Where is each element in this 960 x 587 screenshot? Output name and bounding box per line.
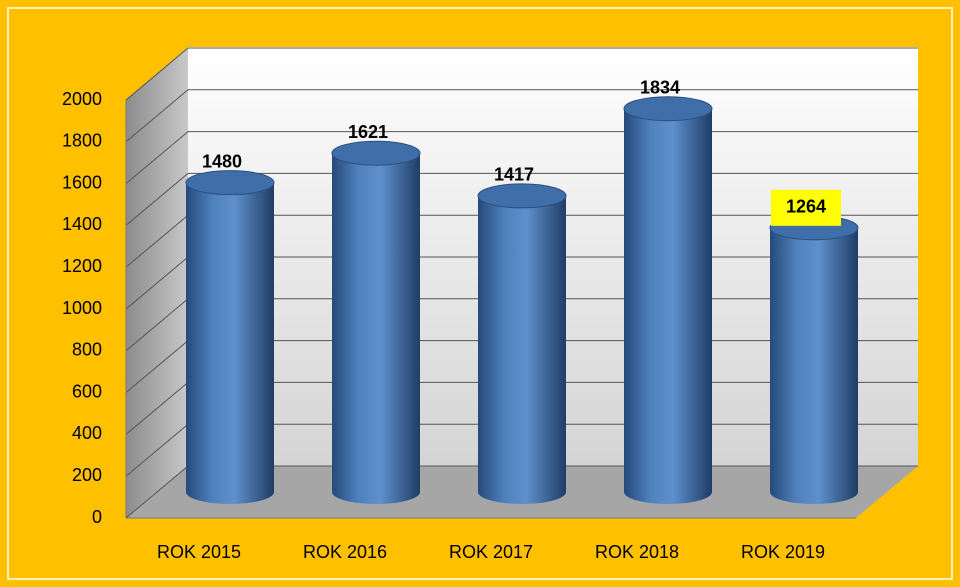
bar: [769, 215, 859, 504]
cylinder-body: [478, 195, 566, 505]
grid-line: [125, 47, 189, 101]
grid-line: [125, 382, 189, 435]
y-tick-label: 2000: [62, 89, 102, 109]
grid-line: [125, 298, 189, 352]
x-tick-label: ROK 2019: [741, 542, 825, 562]
grid-line: [125, 214, 189, 268]
x-tick-label: ROK 2018: [595, 542, 679, 562]
cylinder-top: [477, 183, 567, 209]
y-tick-label: 0: [92, 507, 102, 527]
value-label: 1621: [348, 122, 388, 142]
y-tick-label: 1800: [62, 131, 102, 151]
grid-line: [125, 256, 189, 310]
value-label-background: [771, 189, 841, 226]
grid-line: [125, 89, 189, 143]
x-tick-label: ROK 2017: [449, 542, 533, 562]
cylinder-body: [332, 153, 420, 504]
bar: [185, 170, 275, 504]
grid-line: [125, 340, 189, 393]
x-tick-label: ROK 2015: [157, 542, 241, 562]
y-tick-label: 600: [72, 381, 102, 401]
bar: [331, 140, 421, 504]
value-label: 1417: [494, 165, 534, 185]
y-tick-label: 400: [72, 423, 102, 443]
cylinder-body: [624, 108, 712, 504]
bar: [477, 183, 567, 505]
y-tick-label: 1000: [62, 298, 102, 318]
grid-line: [125, 465, 189, 519]
value-label: 1480: [202, 151, 242, 171]
y-tick-label: 200: [72, 465, 102, 485]
y-tick-label: 1400: [62, 214, 102, 234]
grid-line: [125, 173, 189, 226]
value-label: 1834: [640, 77, 680, 97]
value-label: 1264: [786, 197, 826, 217]
x-tick-label: ROK 2016: [303, 542, 387, 562]
frame: [7, 7, 953, 580]
y-tick-label: 1200: [62, 256, 102, 276]
grid-line: [125, 131, 189, 184]
cylinder-top: [623, 96, 713, 122]
cylinder-body: [186, 182, 274, 504]
grid-line: [125, 423, 189, 477]
bar: [623, 96, 713, 504]
cylinder-top: [331, 140, 421, 166]
cylinder-body: [770, 227, 858, 504]
y-tick-label: 1600: [62, 172, 102, 192]
y-tick-label: 800: [72, 340, 102, 360]
cylinder-top: [185, 170, 275, 196]
